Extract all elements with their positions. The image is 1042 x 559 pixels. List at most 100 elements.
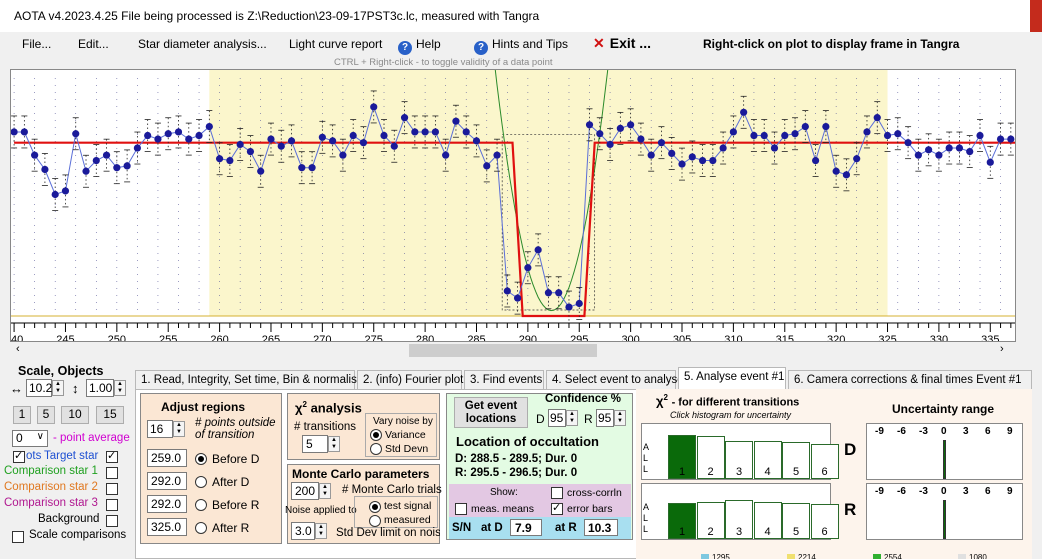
after-d-radio[interactable]	[195, 475, 207, 489]
x-scale-spinner[interactable]: ▲ ▼	[52, 380, 64, 396]
data-point	[154, 135, 162, 143]
data-point	[832, 167, 840, 175]
histogram-d[interactable]: 1 2 3 4 5 6	[641, 423, 839, 480]
points-outside-spinner[interactable]: ▲ ▼	[173, 421, 185, 437]
menu-edit[interactable]: Edit...	[78, 37, 109, 51]
data-point	[390, 142, 398, 150]
histogram-bar[interactable]	[696, 502, 725, 539]
menu-star-diameter[interactable]: Star diameter analysis...	[138, 37, 267, 51]
plot-scrollbar-thumb[interactable]	[409, 344, 597, 357]
conf-r-input[interactable]: 95	[596, 409, 614, 427]
monte-carlo-trials-input[interactable]: 200	[291, 482, 319, 500]
scroll-left-icon[interactable]: ‹	[16, 343, 20, 355]
after-d-value[interactable]: 292.0	[147, 472, 187, 490]
target-star-checkbox[interactable]	[106, 449, 118, 464]
tab-camera-corrections[interactable]: 6. Camera corrections & final times Even…	[788, 370, 1032, 390]
point-average-label: - point average	[53, 432, 130, 444]
sd-limit-spinner[interactable]: ▲ ▼	[315, 523, 327, 539]
before-r-value[interactable]: 292.0	[147, 495, 187, 513]
transitions-spinner[interactable]: ▲ ▼	[328, 436, 340, 452]
menu-exit[interactable]: ✕ Exit ...	[593, 35, 651, 52]
background-checkbox[interactable]	[106, 514, 118, 528]
points-outside-input[interactable]: 16	[147, 420, 173, 438]
menu-file[interactable]: File...	[22, 37, 52, 51]
scale-5-button[interactable]: 5	[37, 406, 55, 424]
menu-hints[interactable]: ? Hints and Tips	[474, 37, 568, 55]
comp-star-3-checkbox[interactable]	[106, 498, 118, 512]
conf-r-label: R	[584, 412, 593, 426]
after-r-value[interactable]: 325.0	[147, 518, 187, 536]
tab-analyse-event[interactable]: 5. Analyse event #1	[678, 367, 786, 390]
data-point	[935, 151, 943, 159]
point-average-select[interactable]: 0 ∨	[12, 430, 48, 447]
uncertainty-tick-label: 3	[963, 486, 969, 497]
transitions-input[interactable]: 5	[302, 435, 328, 453]
data-point	[503, 287, 511, 295]
conf-r-spinner[interactable]: ▲ ▼	[614, 410, 626, 426]
light-curve-plot[interactable]: 240 245 250 255 260 265 270 275 280 285 290 295 300 3…	[10, 69, 1016, 342]
test-signal-radio[interactable]	[369, 500, 381, 514]
monte-carlo-trials-spinner[interactable]: ▲ ▼	[319, 483, 331, 499]
before-r-radio[interactable]	[195, 498, 207, 512]
histogram-bar[interactable]	[668, 435, 696, 479]
x-tick-label: 250	[108, 334, 126, 342]
comp-star-1-checkbox[interactable]	[106, 466, 118, 480]
window-close-button[interactable]	[1030, 0, 1042, 32]
chi-symbol: χ	[295, 400, 303, 416]
histogram-bar[interactable]	[668, 503, 696, 539]
meas-means-checkbox[interactable]	[455, 502, 467, 516]
histogram-bar[interactable]	[696, 436, 725, 479]
histogram-bar[interactable]	[753, 441, 782, 479]
y-scale-input[interactable]: 1.00	[86, 379, 114, 397]
conf-d-spinner[interactable]: ▲ ▼	[566, 410, 578, 426]
histogram-bar[interactable]	[725, 441, 753, 479]
cross-corrln-checkbox[interactable]	[551, 486, 563, 500]
scale-15-button[interactable]: 15	[96, 406, 124, 424]
error-bars-checkbox[interactable]	[551, 501, 563, 516]
tab-fourier-plot[interactable]: 2. (info) Fourier plot	[357, 370, 463, 390]
before-d-radio[interactable]	[195, 452, 207, 466]
x-scale-input[interactable]: 10.2	[26, 379, 52, 397]
variance-radio[interactable]	[370, 428, 382, 442]
histogram-bar[interactable]	[725, 500, 753, 539]
scroll-right-icon[interactable]: ›	[1000, 343, 1004, 355]
histogram-bar[interactable]	[753, 502, 782, 539]
scale-comparisons-checkbox[interactable]	[12, 530, 24, 544]
target-visible-checkbox[interactable]	[13, 449, 25, 464]
scale-10-button[interactable]: 10	[61, 406, 89, 424]
data-point	[421, 128, 429, 136]
scale-1-button[interactable]: 1	[13, 406, 31, 424]
histogram-bar-label: 1	[679, 526, 686, 538]
before-d-value[interactable]: 259.0	[147, 449, 187, 467]
comp-star-2-checkbox[interactable]	[106, 482, 118, 496]
histogram-bar[interactable]	[782, 503, 810, 539]
data-point	[41, 165, 49, 174]
tab-select-event[interactable]: 4. Select event to analyse	[546, 370, 684, 390]
histogram-bar[interactable]	[810, 444, 839, 479]
uncertainty-tick-label: -9	[875, 486, 884, 497]
hd-l2: L	[643, 464, 649, 474]
conf-d-input[interactable]: 95	[548, 409, 566, 427]
hints-icon: ?	[474, 41, 488, 55]
data-point	[955, 144, 964, 152]
histogram-bar[interactable]	[782, 442, 810, 479]
vertical-scale-icon: ↕	[72, 381, 79, 396]
measured-radio[interactable]	[369, 514, 381, 528]
tab-read-integrity[interactable]: 1. Read, Integrity, Set time, Bin & norm…	[135, 370, 363, 390]
data-point	[781, 131, 789, 140]
hd-a: A	[643, 442, 650, 452]
x-tick-label: 325	[878, 334, 896, 342]
tab-find-events[interactable]: 3. Find events	[464, 370, 544, 390]
menu-help[interactable]: ? Help	[398, 37, 441, 55]
stddev-radio[interactable]	[370, 442, 382, 456]
sd-limit-input[interactable]: 3.0	[291, 522, 315, 540]
after-r-radio[interactable]	[195, 521, 207, 535]
uncertainty-r-label: R	[844, 500, 857, 519]
y-scale-spinner[interactable]: ▲ ▼	[114, 380, 126, 396]
data-point	[31, 151, 39, 159]
vary-noise-label: Vary noise by	[373, 416, 433, 427]
menu-light-curve-report[interactable]: Light curve report	[289, 37, 383, 51]
histogram-bar[interactable]	[810, 504, 839, 539]
get-event-locations-button[interactable]: Get event locations	[454, 397, 528, 428]
histogram-r[interactable]: 1 2 3 4 5 6	[641, 483, 839, 540]
